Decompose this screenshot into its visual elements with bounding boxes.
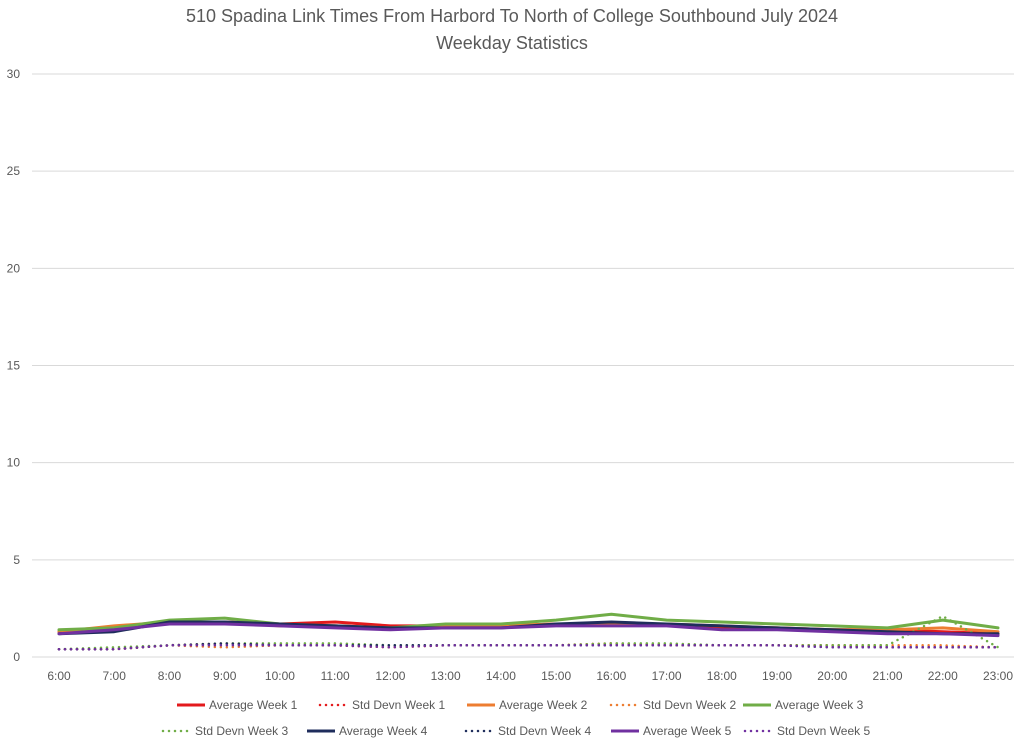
series-line-9 xyxy=(57,622,1000,638)
legend-label: Std Devn Week 3 xyxy=(195,724,288,738)
y-tick-label: 5 xyxy=(13,553,20,567)
y-tick-label: 0 xyxy=(13,650,20,664)
y-tick-label: 15 xyxy=(7,359,21,373)
x-tick-label: 8:00 xyxy=(158,669,182,683)
legend-label: Average Week 1 xyxy=(209,698,298,712)
x-tick-label: 14:00 xyxy=(486,669,516,683)
y-tick-label: 30 xyxy=(7,67,21,81)
legend-label: Std Devn Week 2 xyxy=(643,698,736,712)
x-tick-label: 7:00 xyxy=(103,669,127,683)
x-tick-label: 11:00 xyxy=(321,669,350,683)
x-tick-label: 22:00 xyxy=(928,669,958,683)
series-line-10 xyxy=(57,644,1000,651)
legend-label: Std Devn Week 4 xyxy=(498,724,591,738)
x-tick-label: 16:00 xyxy=(596,669,626,683)
series-line-4 xyxy=(57,642,1000,651)
x-tick-label: 18:00 xyxy=(707,669,737,683)
x-tick-label: 21:00 xyxy=(873,669,903,683)
x-tick-label: 6:00 xyxy=(47,669,71,683)
x-tick-label: 9:00 xyxy=(213,669,237,683)
x-tick-label: 15:00 xyxy=(541,669,571,683)
legend-label: Average Week 3 xyxy=(775,698,864,712)
legend-label: Std Devn Week 5 xyxy=(777,724,870,738)
legend-label: Average Week 4 xyxy=(339,724,428,738)
y-tick-label: 20 xyxy=(7,261,21,275)
x-tick-label: 20:00 xyxy=(817,669,847,683)
x-tick-label: 10:00 xyxy=(265,669,295,683)
x-tick-label: 23:00 xyxy=(983,669,1013,683)
series-line-8 xyxy=(57,642,1000,651)
x-tick-label: 13:00 xyxy=(431,669,461,683)
series-line-5 xyxy=(57,612,1000,632)
legend-label: Std Devn Week 1 xyxy=(352,698,445,712)
y-tick-label: 25 xyxy=(7,164,21,178)
chart-title: 510 Spadina Link Times From Harbord To N… xyxy=(185,6,839,26)
legend-label: Average Week 5 xyxy=(643,724,732,738)
legend-label: Average Week 2 xyxy=(499,698,588,712)
x-tick-label: 17:00 xyxy=(652,669,682,683)
chart-subtitle: Weekday Statistics xyxy=(436,33,588,53)
x-tick-label: 12:00 xyxy=(375,669,405,683)
y-tick-label: 10 xyxy=(7,456,21,470)
x-tick-label: 19:00 xyxy=(762,669,792,683)
